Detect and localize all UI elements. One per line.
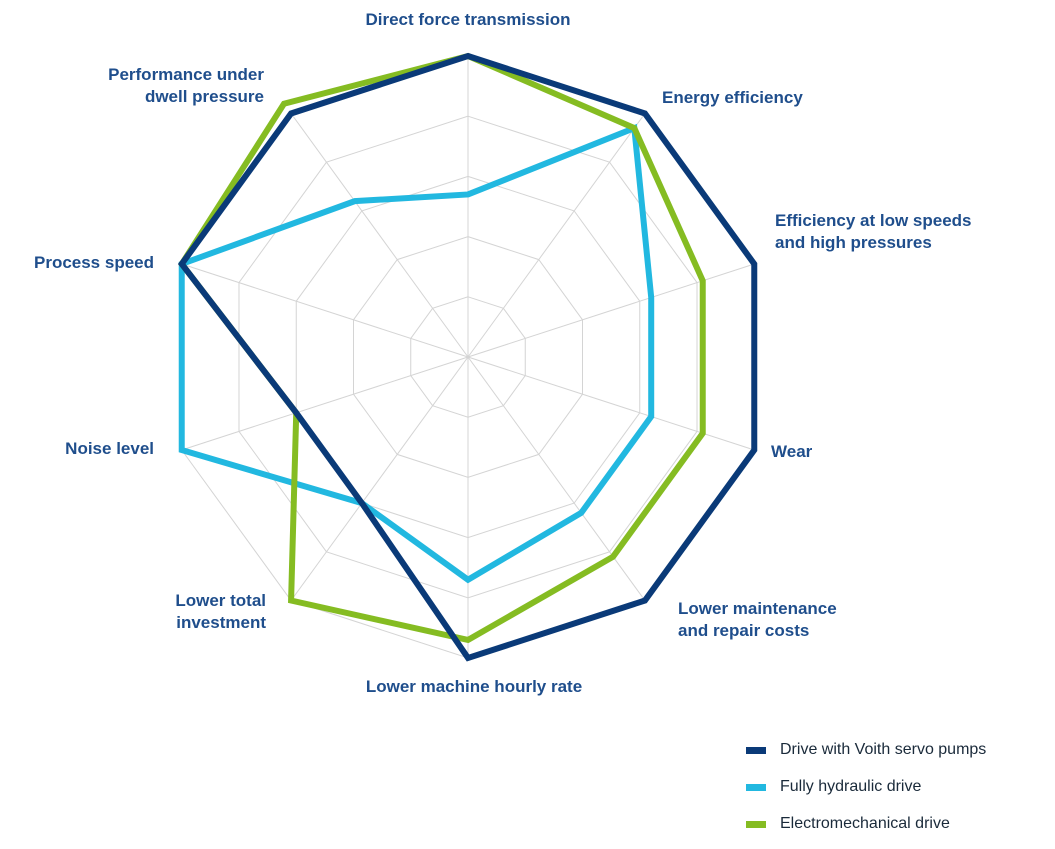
series-line-electromechanical [178, 52, 706, 644]
axis-label-5: Lower maintenance and repair costs [678, 599, 837, 640]
legend-item-hydraulic: Fully hydraulic drive [746, 775, 986, 799]
grid-spoke-9 [181, 263, 469, 358]
grid-spoke-10 [290, 113, 469, 358]
legend-swatch-hydraulic [746, 783, 766, 791]
axis-label-10: Performance under dwell pressure [108, 65, 264, 106]
grid-spoke-8 [181, 356, 469, 451]
legend-swatch-electromechanical [746, 820, 766, 828]
axis-label-8: Noise level [65, 439, 154, 458]
legend-label-voith: Drive with Voith servo pumps [780, 741, 987, 758]
legend-swatch-voith [746, 746, 766, 754]
axis-label-7: Lower total investment [175, 591, 266, 632]
grid-spoke-7 [290, 356, 469, 601]
legend-item-voith: Drive with Voith servo pumps [746, 738, 986, 762]
axis-label-4: Wear [771, 442, 813, 461]
legend-label-electromechanical: Electromechanical drive [780, 815, 950, 832]
grid-spoke-4 [467, 356, 755, 451]
radar-series [177, 52, 758, 662]
axis-label-3: Efficiency at low speeds and high pressu… [775, 211, 972, 252]
legend-label-hydraulic: Fully hydraulic drive [780, 778, 922, 795]
series-line-voith [177, 52, 758, 662]
grid-spoke-3 [467, 263, 755, 358]
axis-label-6: Lower machine hourly rate [365, 677, 583, 696]
grid-spoke-5 [467, 356, 646, 601]
grid-spoke-2 [467, 113, 646, 358]
axis-label-1: Direct force transmission [365, 10, 571, 29]
legend: Drive with Voith servo pumps Fully hydra… [746, 738, 986, 849]
series-line-hydraulic [178, 123, 655, 584]
legend-item-electromechanical: Electromechanical drive [746, 812, 986, 836]
axis-label-2: Energy efficiency [662, 88, 803, 107]
axis-label-9: Process speed [33, 253, 154, 272]
